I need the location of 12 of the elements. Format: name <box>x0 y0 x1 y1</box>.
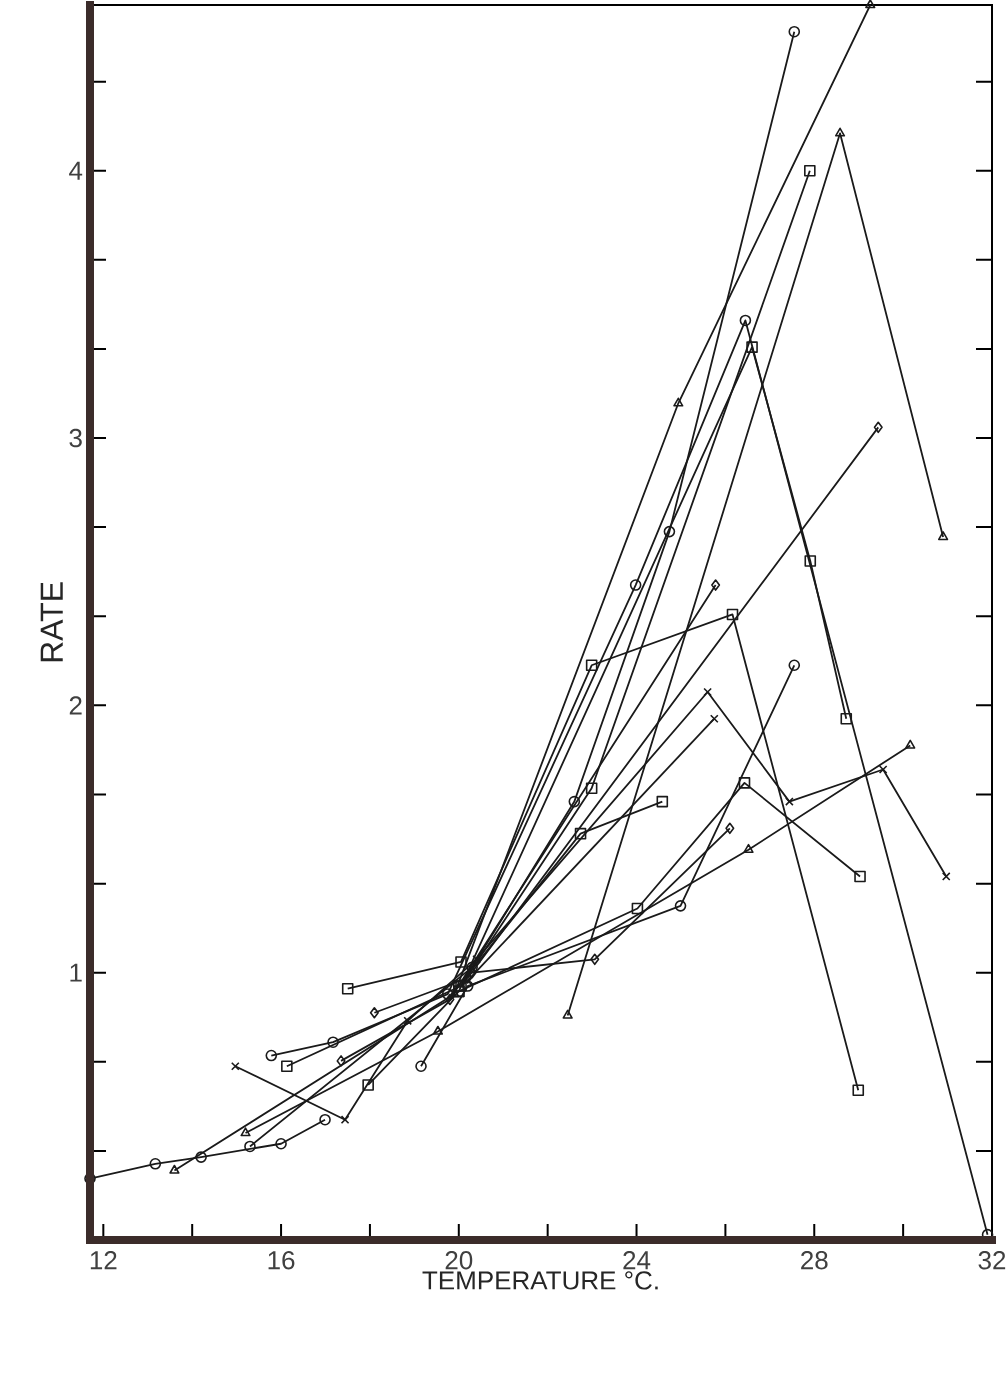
x-axis-title: TEMPERATURE °C. <box>422 1271 658 1290</box>
y-tick-label: 4 <box>69 161 83 180</box>
x-tick-label: 24 <box>623 1251 651 1270</box>
x-tick-label: 16 <box>268 1251 295 1270</box>
x-tick-label: 28 <box>801 1251 828 1270</box>
x-tick-label: 20 <box>445 1251 473 1270</box>
y-tick-label: 3 <box>69 428 82 448</box>
x-tick-label: 32 <box>978 1251 1006 1270</box>
y-tick-label: 1 <box>70 963 82 982</box>
y-axis-title: RATE <box>40 582 63 662</box>
y-tick-label: 2 <box>69 696 82 715</box>
x-tick-label: 12 <box>90 1251 117 1270</box>
